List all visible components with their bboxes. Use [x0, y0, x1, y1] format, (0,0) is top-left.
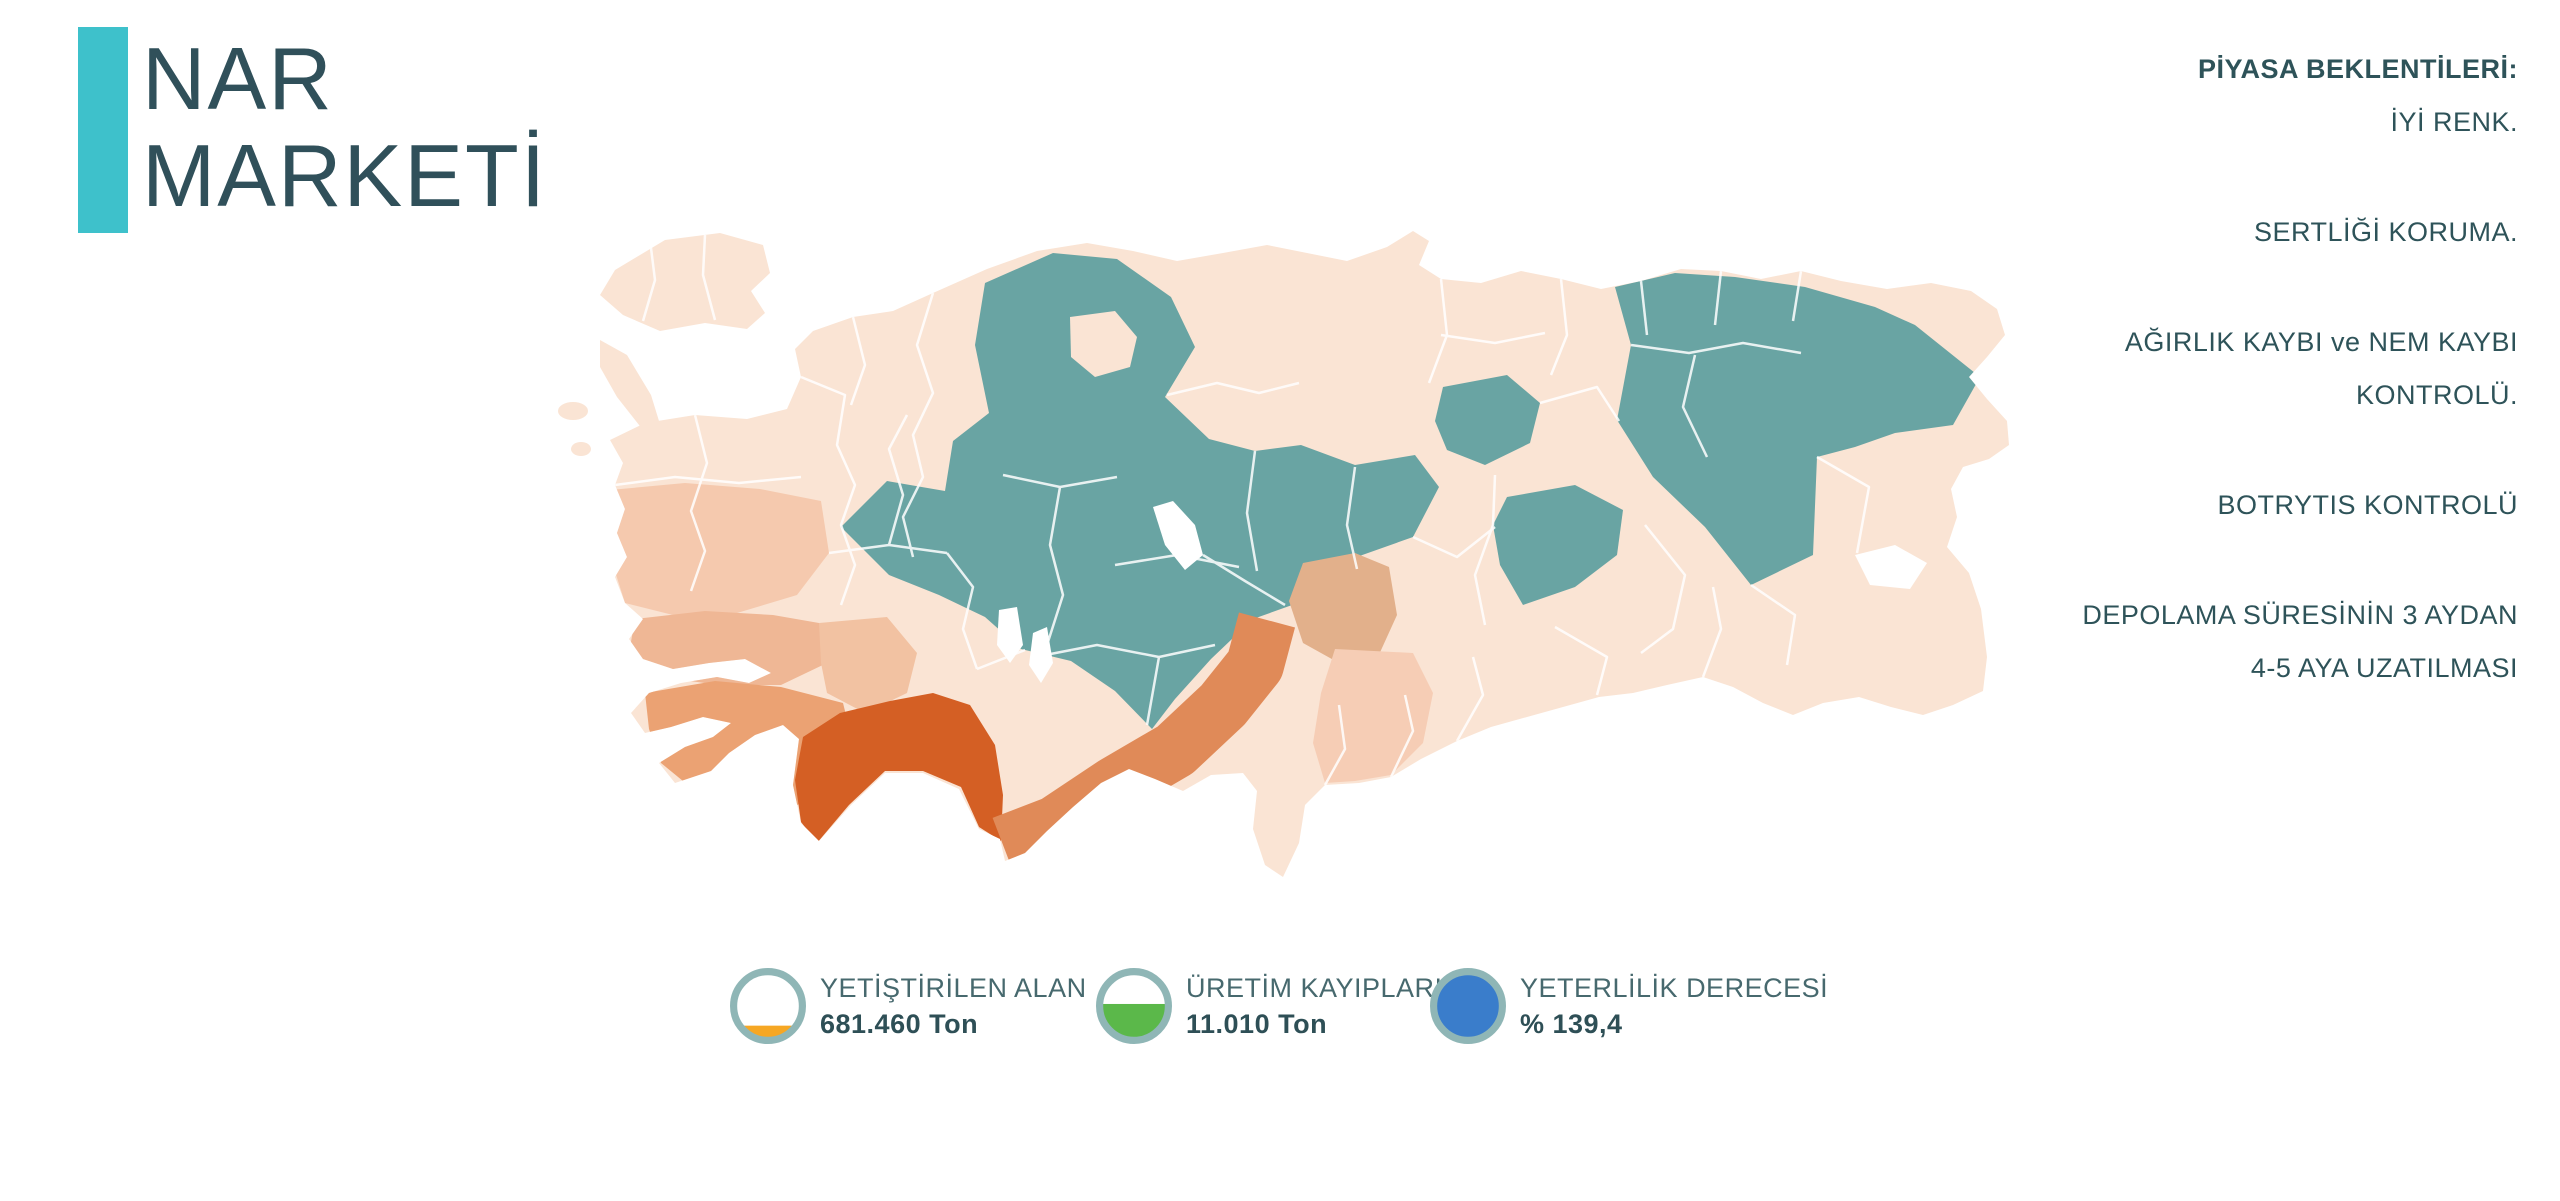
map-province-borders [614, 270, 1871, 786]
map-gallipoli-peninsula [600, 340, 659, 430]
legend-label: ÜRETİM KAYIPLARI [1186, 972, 1443, 1003]
expectation-item: AĞIRLIK KAYBI ve NEM KAYBI KONTROLÜ. [2124, 327, 2518, 410]
map-region-southeast-faint [1313, 649, 1433, 783]
legend-label: YETERLİLİK DERECESİ [1520, 972, 1829, 1003]
lake-tuz [1153, 501, 1203, 570]
logo-line-1: NAR [142, 29, 334, 128]
logo-line-2: MARKETİ [142, 126, 548, 225]
map-region-west-light2 [819, 617, 917, 713]
map-region-west-light [610, 483, 829, 615]
legend-label: YETİŞTİRİLEN ALAN [820, 972, 1087, 1003]
map-region-south-highest [795, 693, 1003, 843]
gauge-circle-icon [1096, 968, 1172, 1044]
map-lakes [997, 501, 1927, 683]
map-enclave-light [1070, 311, 1137, 377]
lake-beysehir [997, 607, 1023, 663]
logo-accent-bar [78, 27, 128, 233]
legend-item-sufficiency-degree: YETERLİLİK DERECESİ % 139,4 [1430, 968, 1828, 1044]
expectation-item: BOTRYTIS KONTROLÜ [2217, 490, 2518, 520]
expectations-title: PİYASA BEKLENTİLERİ: [2197, 54, 2518, 84]
legend-item-grown-area: YETİŞTİRİLEN ALAN 681.460 Ton [730, 968, 1087, 1044]
lake-van [1855, 545, 1927, 589]
map-region-tan [1289, 553, 1397, 663]
map-region-west-medium2 [629, 611, 827, 685]
turkey-map-svg [558, 231, 2009, 877]
expectation-item: İYİ RENK. [2390, 107, 2518, 137]
expectation-item: DEPOLAMA SÜRESİNİN 3 AYDAN 4-5 AYA UZATI… [2082, 600, 2518, 683]
map-thrace-borders [641, 234, 717, 322]
map-island [558, 402, 588, 420]
market-expectations: PİYASA BEKLENTİLERİ: İYİ RENK. SERTLİĞİ … [1958, 43, 2518, 752]
map-island [571, 442, 591, 456]
gauge-circle-icon [730, 968, 806, 1044]
map-region-thrace [558, 233, 770, 456]
legend-value: % 139,4 [1520, 1008, 1623, 1039]
expectation-item: SERTLİĞİ KORUMA. [2253, 217, 2518, 247]
turkey-choropleth-map [555, 225, 2015, 885]
legend-value: 681.460 Ton [820, 1008, 979, 1039]
gauge-circle-icon [1430, 968, 1506, 1044]
legend-value: 11.010 Ton [1186, 1008, 1328, 1039]
legend-item-production-losses: ÜRETİM KAYIPLARI 11.010 Ton [1096, 968, 1443, 1044]
